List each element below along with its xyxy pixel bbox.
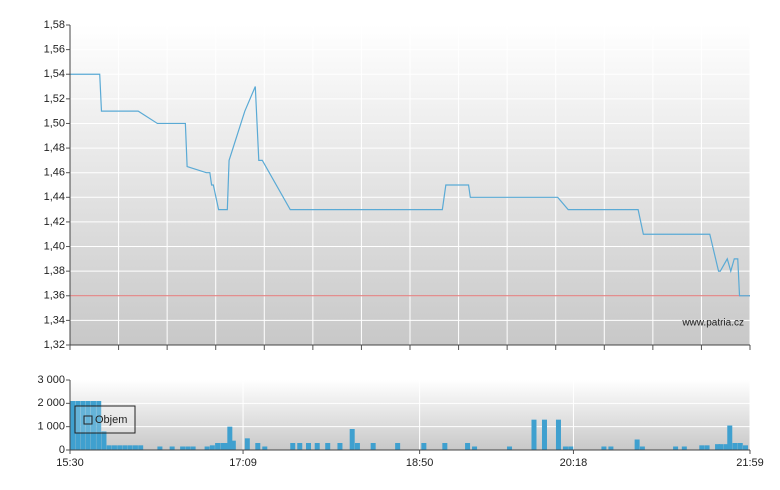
volume-bar (507, 446, 513, 450)
volume-bar (70, 401, 75, 450)
volume-bar (699, 445, 705, 450)
volume-bar (608, 446, 614, 450)
volume-bar (681, 446, 687, 450)
y-tick-label: 1 000 (37, 421, 65, 433)
volume-bar (349, 429, 355, 450)
volume-bar (723, 444, 729, 450)
volume-bar (230, 440, 236, 450)
volume-bar (531, 419, 537, 450)
volume-bar (541, 419, 547, 450)
volume-bar (169, 446, 175, 450)
volume-bar (743, 445, 749, 450)
y-tick-label: 1,56 (44, 44, 65, 56)
volume-bar (75, 401, 81, 450)
volume-bar (442, 443, 448, 450)
volume-bar (673, 446, 679, 450)
volume-bar (180, 446, 186, 450)
legend-label: Objem (95, 414, 127, 426)
y-tick-label: 0 (59, 444, 65, 456)
legend-box (74, 405, 136, 434)
y-tick-label: 1,42 (44, 216, 65, 228)
volume-bar (255, 443, 261, 450)
volume-bar (223, 443, 229, 450)
volume-bar (562, 446, 568, 450)
volume-bar (314, 443, 320, 450)
volume-bar (555, 419, 561, 450)
volume-bar (111, 445, 117, 450)
x-tick-label: 15:30 (56, 457, 84, 469)
y-tick-label: 2 000 (37, 397, 65, 409)
x-tick-label: 17:09 (229, 457, 257, 469)
volume-bar (297, 443, 303, 450)
volume-bar (209, 445, 215, 450)
price-line (70, 73, 750, 297)
y-tick-label: 1,58 (44, 19, 65, 31)
volume-bar (127, 445, 133, 450)
volume-bar (132, 445, 138, 450)
volume-bar (215, 443, 221, 450)
volume-plot-bg (70, 380, 750, 450)
volume-bar (601, 446, 607, 450)
volume-bar (718, 444, 724, 450)
volume-bar (370, 443, 376, 450)
y-tick-label: 1,38 (44, 265, 65, 277)
volume-bar (421, 443, 427, 450)
volume-bar (90, 401, 96, 450)
volume-bar (80, 401, 86, 450)
x-tick-label: 20:18 (560, 457, 588, 469)
y-tick-label: 1,44 (44, 191, 65, 203)
volume-bar (465, 443, 471, 450)
volume-bar (204, 446, 210, 450)
volume-bar (290, 443, 296, 450)
volume-bar (472, 446, 478, 450)
volume-bar (157, 446, 163, 450)
y-tick-label: 1,54 (44, 68, 65, 80)
volume-bar (639, 446, 645, 450)
volume-bar (634, 439, 640, 450)
legend-swatch (83, 415, 93, 425)
volume-bar (337, 443, 343, 450)
volume-bar (138, 445, 144, 450)
watermark: www.patria.cz (681, 318, 744, 329)
y-tick-label: 1,48 (44, 142, 65, 154)
y-tick-label: 1,46 (44, 167, 65, 179)
volume-bar (305, 443, 311, 450)
y-tick-label: 3 000 (37, 374, 65, 386)
layer: 1,32 1,34 1,36 1,38 1,40 1,42 1,44 1,46 1,48 1,50… (37, 19, 763, 469)
volume-bar (568, 446, 574, 450)
volume-bar (704, 445, 710, 450)
y-tick-label: 1,34 (44, 314, 65, 326)
volume-bar (715, 444, 721, 450)
volume-bar (101, 431, 107, 450)
volume-bar (106, 445, 112, 450)
volume-bar (262, 446, 268, 450)
y-tick-label: 1,50 (44, 117, 65, 129)
volume-bar (354, 443, 360, 450)
volume-bar (117, 445, 123, 450)
volume-bar (85, 401, 91, 450)
volume-bar (244, 438, 250, 450)
x-tick-label: 18:50 (406, 457, 434, 469)
volume-bar (727, 425, 733, 450)
volume-bar (227, 426, 233, 450)
volume-bar (190, 446, 196, 450)
volume-bar (395, 443, 401, 450)
volume-bar (185, 446, 191, 450)
y-tick-label: 1,32 (44, 339, 65, 351)
volume-bar (220, 443, 226, 450)
y-tick-label: 1,40 (44, 240, 65, 252)
y-tick-label: 1,52 (44, 93, 65, 105)
volume-bar (325, 443, 331, 450)
volume-bar (122, 445, 128, 450)
volume-bar (96, 401, 102, 450)
x-tick-label: 21:59 (736, 457, 764, 469)
volume-bar (732, 443, 738, 450)
volume-bar (737, 443, 743, 450)
y-tick-label: 1,36 (44, 290, 65, 302)
